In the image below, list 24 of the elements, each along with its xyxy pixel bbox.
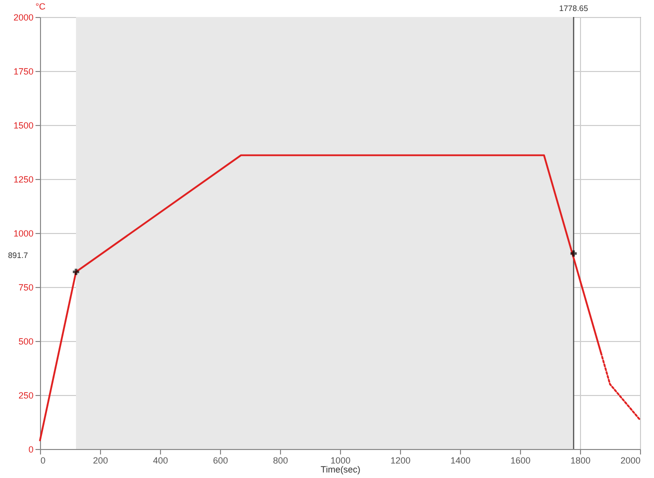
y-tick-label: 1000 [13, 228, 34, 238]
x-tick-label: 200 [92, 456, 108, 466]
y-tick-label: 1750 [13, 66, 34, 76]
x-tick-label: 800 [272, 456, 288, 466]
x-tick-label: 400 [152, 456, 168, 466]
x-tick-label: 1000 [330, 456, 351, 466]
x-tick-label: 1600 [510, 456, 531, 466]
x-tick-label: 2000 [620, 456, 640, 466]
x-tick-label: 1800 [570, 456, 591, 466]
y-tick-label: 2000 [13, 12, 34, 22]
x-tick-label: 1200 [390, 456, 411, 466]
x-tick-label: 1400 [450, 456, 471, 466]
y-tick-label: 500 [18, 336, 34, 346]
y-tick-label: 1500 [13, 120, 34, 130]
ref-line-label: 1778.65 [559, 4, 589, 13]
y-tick-label: 1250 [13, 174, 34, 184]
x-tick-label: 0 [40, 456, 46, 466]
y-tick-label: 0 [28, 444, 34, 454]
x-tick-label: 600 [212, 456, 228, 466]
x-axis-title: Time(sec) [320, 464, 360, 474]
y-tick-label: 750 [18, 282, 34, 292]
y-tick-label: 250 [18, 390, 34, 400]
text: 891.7 [8, 250, 29, 260]
y-axis-title: °C [35, 2, 46, 12]
